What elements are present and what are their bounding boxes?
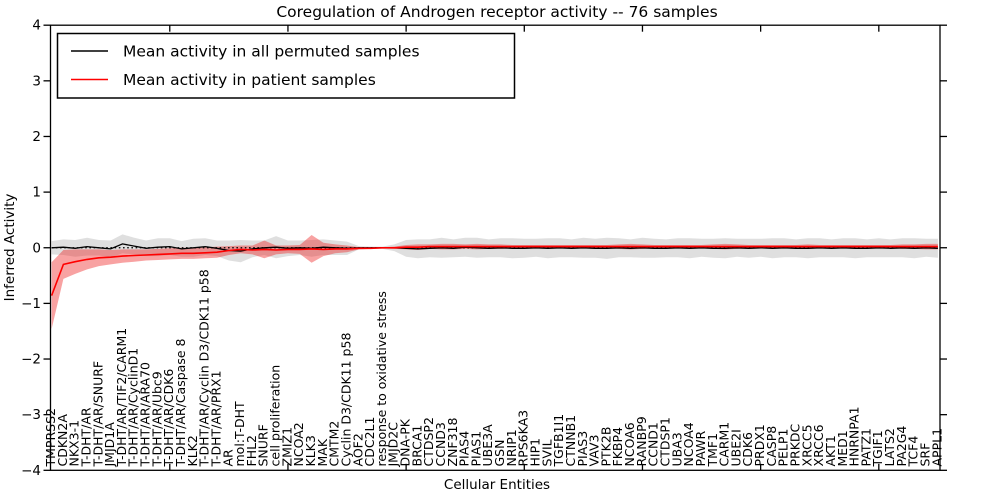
- x-tick-label: RPS6KA3: [516, 410, 531, 467]
- x-tick-label: PA2G4: [894, 426, 909, 467]
- x-tick-label: PIAS3: [575, 431, 590, 467]
- y-tick-label: −4: [21, 463, 41, 479]
- x-tick-label: PELP1: [776, 429, 791, 467]
- y-tick-label: 3: [32, 73, 41, 89]
- x-tick-label: SRF: [918, 443, 933, 467]
- x-tick-label: UBE2I: [728, 429, 743, 466]
- x-tick-label: ZMIZ1: [279, 427, 294, 467]
- y-tick-label: 0: [32, 240, 41, 256]
- x-tick-label: PRDX1: [752, 424, 767, 466]
- x-tick-label: TMPRSS2: [43, 408, 58, 467]
- x-tick-label: KLK2: [185, 435, 200, 466]
- x-tick-label: PTK2B: [598, 427, 613, 467]
- y-tick-label: 2: [32, 129, 41, 145]
- x-tick-label: T-DHT/AR/SNURF: [90, 361, 105, 468]
- x-tick-label: FKBP4: [610, 427, 625, 467]
- x-tick-label: T-DHT/AR/CyclinD1: [126, 348, 141, 468]
- x-tick-label: TGIF1: [870, 430, 885, 467]
- x-tick-label: CDC2L1: [362, 417, 377, 467]
- x-tick-label: FHL2: [244, 435, 259, 467]
- x-tick-label: T-DHT/AR/CDK6: [161, 369, 176, 468]
- x-axis-title: Cellular Entities: [444, 477, 550, 493]
- legend-label-permuted: Mean activity in all permuted samples: [123, 43, 420, 61]
- x-tick-label: PATZ1: [858, 428, 873, 466]
- x-tick-label: T-DHT/AR: [79, 407, 94, 467]
- x-tick-label: AR: [220, 449, 235, 467]
- x-tick-label: RANBP9: [634, 416, 649, 466]
- plot-layer: −4−3−2−101234TMPRSS2CDKN2ANKX3-1T-DHT/AR…: [21, 18, 947, 479]
- y-tick-label: 1: [32, 185, 41, 201]
- legend-box: [56, 32, 516, 99]
- chart-title: Coregulation of Androgen receptor activi…: [276, 3, 717, 21]
- x-tick-label: NCOA2: [291, 422, 306, 466]
- x-tick-label: CCND3: [433, 422, 448, 466]
- x-tick-label: UBE3A: [480, 424, 495, 467]
- x-tick-label: UBA3: [669, 432, 684, 466]
- y-tick-label: −1: [21, 296, 41, 312]
- x-tick-label: XRCC6: [811, 424, 826, 466]
- x-tick-label: HIP1: [528, 438, 543, 467]
- legend: Mean activity in all permuted samples Me…: [56, 32, 516, 99]
- x-tick-label: SVIL: [539, 439, 554, 466]
- x-tick-label: CTDSP2: [421, 417, 436, 466]
- x-tick-label: CARM1: [717, 422, 732, 467]
- y-tick-label: −2: [21, 352, 41, 368]
- x-tick-label: MAK: [315, 438, 330, 466]
- x-tick-label: PRKDC: [788, 423, 803, 466]
- x-tick-label: AOF2: [350, 433, 365, 466]
- x-tick-label: JMJD1A: [102, 422, 117, 468]
- x-tick-label: CDK6: [740, 432, 755, 467]
- x-tick-label: JMJD2C: [386, 422, 401, 468]
- x-tick-label: Cyclin D3/CDK11 p58: [338, 333, 353, 467]
- x-tick-label: SNURF: [256, 424, 271, 466]
- y-tick-label: 4: [32, 18, 41, 34]
- x-tick-label: NCOA6: [622, 422, 637, 466]
- x-tick-label: BRCA1: [409, 425, 424, 467]
- x-tick-label: T-DHT/AR/ARA70: [138, 362, 153, 468]
- x-tick-label: XRCC5: [799, 424, 814, 466]
- x-tick-label: NRIP1: [504, 429, 519, 466]
- x-tick-label: T-DHT/AR/Cyclin D3/CDK11 p58: [197, 269, 212, 467]
- legend-label-patient: Mean activity in patient samples: [123, 71, 376, 89]
- x-tick-label: cell proliferation: [268, 365, 283, 467]
- permuted-mean-line: [51, 243, 938, 252]
- x-tick-label: CTDSP1: [658, 417, 673, 466]
- x-tick-label: T-DHT/AR/Ubc9: [149, 371, 164, 467]
- x-tick-label: CMTM2: [327, 421, 342, 467]
- x-tick-label: NKX3-1: [67, 420, 82, 467]
- x-tick-label: HNRNPA1: [847, 406, 862, 466]
- x-tick-label: TCF4: [906, 436, 921, 468]
- x-tick-label: CDKN2A: [55, 414, 70, 467]
- x-tick-label: mol:T-DHT: [232, 401, 247, 467]
- x-tick-label: APPL1: [929, 428, 944, 467]
- x-tick-label: AKT1: [823, 435, 838, 466]
- x-tick-label: TGFB1I1: [551, 414, 566, 468]
- x-tick-label: CASP8: [764, 426, 779, 467]
- x-tick-label: LATS2: [882, 428, 897, 466]
- y-axis-title: Inferred Activity: [2, 194, 18, 302]
- x-tick-label: DNA-PK: [398, 418, 413, 466]
- x-tick-label: GSN: [492, 440, 507, 467]
- x-tick-label: ZNF318: [445, 417, 460, 466]
- x-tick-label: PIAS1: [468, 431, 483, 467]
- x-tick-label: VAV3: [587, 434, 602, 466]
- y-tick-label: −3: [21, 407, 41, 423]
- x-tick-label: NCOA4: [681, 422, 696, 466]
- x-tick-label: CTNNB1: [563, 415, 578, 467]
- x-tick-label: T-DHT/AR/Caspase 8: [173, 339, 188, 468]
- x-tick-label: T-DHT/AR/PRX1: [208, 370, 223, 467]
- x-tick-label: TMF1: [705, 433, 720, 468]
- x-tick-label: PAWR: [693, 431, 708, 467]
- x-tick-label: MED1: [835, 430, 850, 466]
- patient-mean-line: [50, 245, 938, 296]
- x-tick-label: response to oxidative stress: [374, 291, 389, 466]
- x-tick-label: PIAS4: [457, 431, 472, 467]
- x-tick-label: T-DHT/AR/TIF2/CARM1: [114, 328, 129, 468]
- x-tick-label: CCND1: [646, 422, 661, 466]
- x-tick-label: KLK3: [303, 435, 318, 466]
